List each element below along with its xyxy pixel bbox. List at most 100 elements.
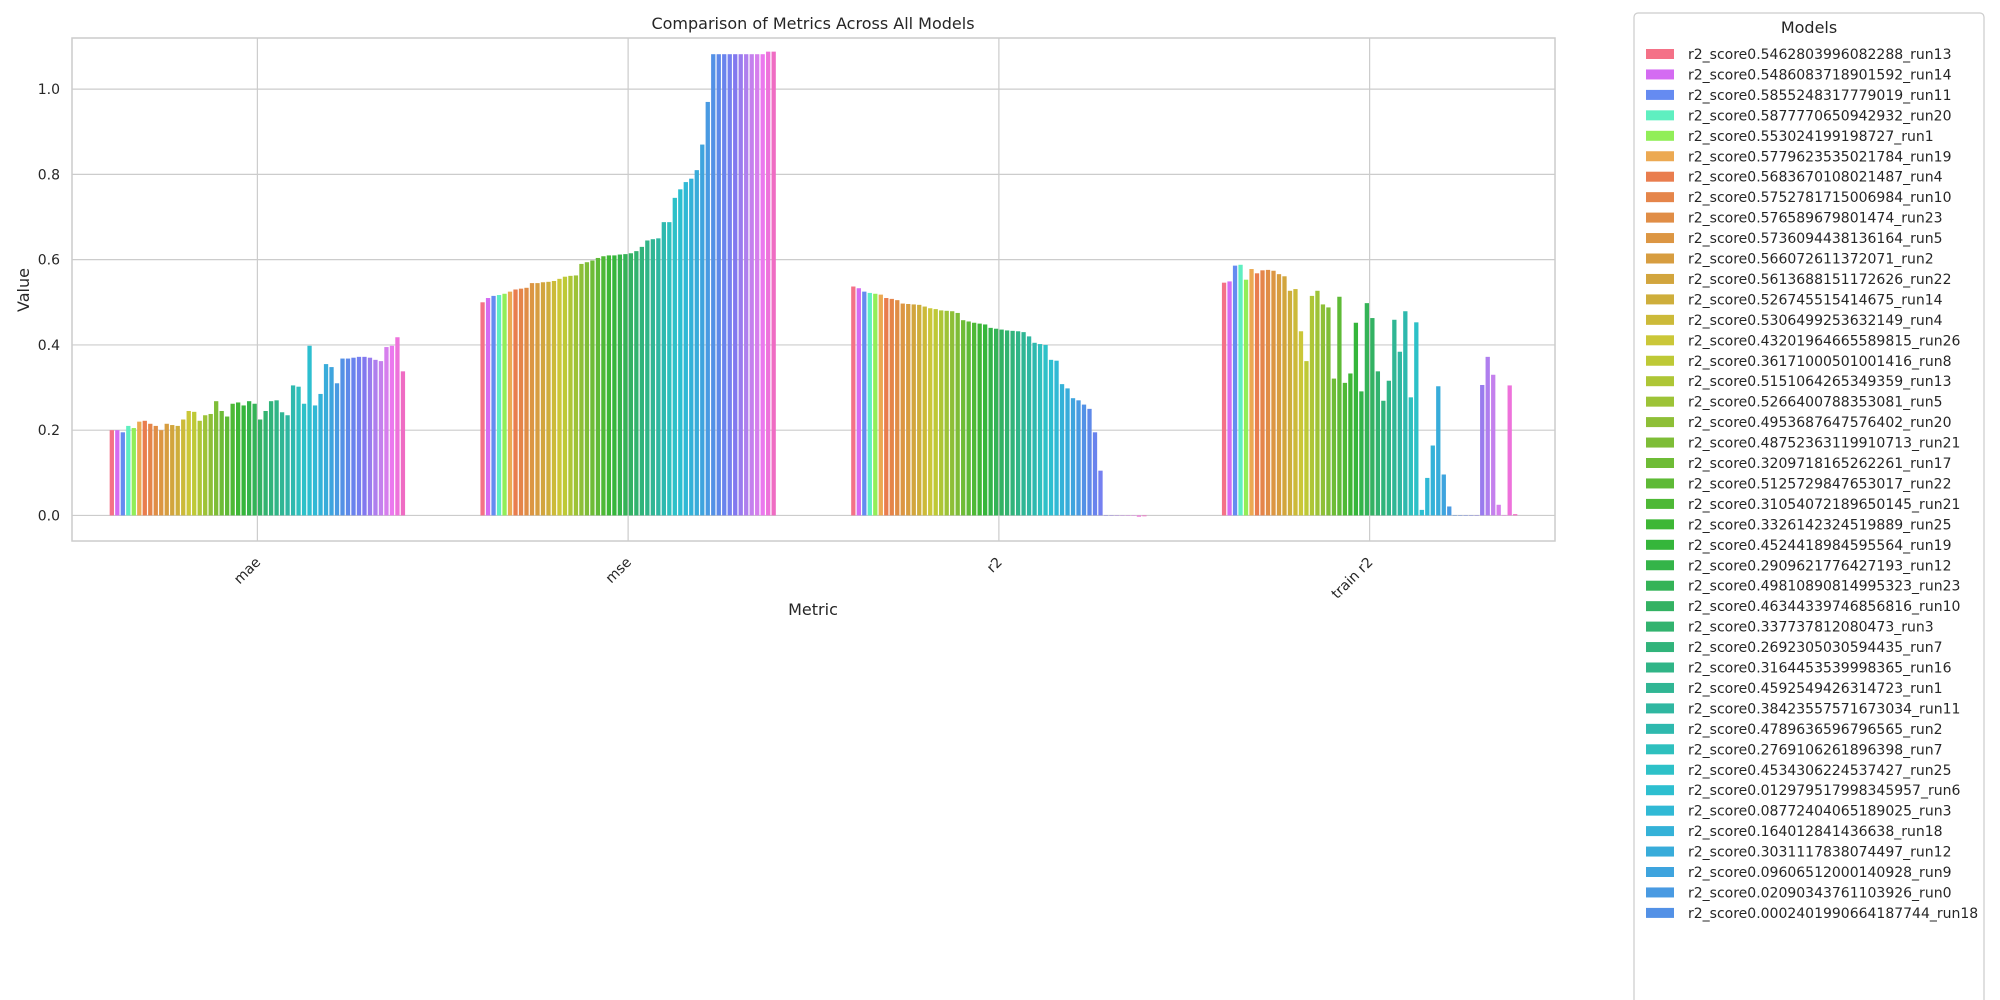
bar bbox=[738, 54, 743, 516]
bar bbox=[601, 256, 606, 516]
bar bbox=[617, 254, 623, 516]
bar bbox=[727, 54, 732, 516]
bar bbox=[373, 359, 378, 516]
bar bbox=[1309, 295, 1315, 516]
x-tick-label: r2 bbox=[984, 555, 1006, 577]
bar bbox=[922, 306, 927, 516]
bar bbox=[1436, 386, 1441, 516]
legend-entry: r2_score0.5683670108021487_run4 bbox=[1688, 170, 1943, 186]
bar bbox=[623, 254, 628, 516]
bar bbox=[1054, 360, 1059, 516]
bar bbox=[639, 246, 645, 516]
bar bbox=[164, 423, 169, 516]
bar bbox=[290, 385, 296, 516]
legend-swatch bbox=[1646, 437, 1674, 448]
bar bbox=[252, 403, 257, 516]
bar bbox=[672, 197, 677, 516]
legend-swatch bbox=[1646, 703, 1674, 714]
legend-swatch bbox=[1646, 417, 1674, 428]
bar bbox=[966, 321, 971, 516]
bar bbox=[197, 420, 202, 516]
bar bbox=[628, 253, 634, 516]
bar bbox=[268, 401, 274, 516]
bar bbox=[595, 257, 601, 516]
bar bbox=[744, 54, 749, 516]
bar bbox=[1293, 289, 1298, 516]
legend: Models r2_score0.5462803996082288_run13 r2… bbox=[1633, 12, 1985, 1000]
bar bbox=[722, 54, 727, 516]
legend-swatch bbox=[1646, 233, 1674, 244]
legend-entry: r2_score0.2692305030594435_run7 bbox=[1688, 640, 1943, 656]
legend-swatch bbox=[1646, 212, 1674, 223]
legend-swatch bbox=[1646, 376, 1674, 387]
plot-area: 0.0 0.2 0.4 0.6 0.8 1.0 mae mse r2 train r2 bbox=[38, 37, 1556, 602]
bar bbox=[1026, 336, 1032, 516]
legend-swatch bbox=[1646, 519, 1674, 530]
bar bbox=[694, 170, 699, 516]
bar bbox=[1375, 371, 1381, 516]
bar bbox=[711, 54, 716, 516]
legend-swatch bbox=[1646, 89, 1674, 100]
legend-swatch bbox=[1646, 539, 1674, 550]
bar bbox=[1271, 270, 1276, 516]
legend-entry: r2_score0.3209718165262261_run17 bbox=[1688, 456, 1951, 472]
bar bbox=[1249, 269, 1254, 516]
bar bbox=[236, 402, 241, 516]
bar bbox=[562, 276, 568, 516]
bar bbox=[192, 411, 197, 516]
bar bbox=[579, 263, 584, 516]
bar bbox=[1015, 331, 1021, 516]
bar bbox=[307, 345, 312, 516]
legend-entry: r2_score0.4592549426314723_run1 bbox=[1688, 681, 1943, 697]
bar bbox=[208, 413, 213, 516]
bar bbox=[568, 275, 573, 516]
legend-swatch bbox=[1646, 621, 1674, 632]
bar bbox=[1004, 330, 1010, 516]
bar bbox=[1081, 404, 1087, 516]
bar bbox=[856, 288, 861, 516]
bar bbox=[1397, 351, 1402, 516]
bar bbox=[1254, 273, 1260, 516]
legend-entry: r2_score0.4953687647576402_run20 bbox=[1688, 415, 1951, 431]
bar bbox=[557, 278, 562, 516]
bar bbox=[1238, 264, 1243, 516]
legend-swatch bbox=[1646, 335, 1674, 346]
bar bbox=[1353, 322, 1359, 516]
bar bbox=[279, 412, 285, 516]
bar bbox=[1491, 374, 1496, 516]
bar bbox=[203, 415, 208, 516]
bar bbox=[988, 327, 993, 516]
bar bbox=[1010, 330, 1015, 516]
bar bbox=[153, 425, 158, 516]
legend-entry: r2_score0.36171000501001416_run8 bbox=[1688, 354, 1951, 370]
bar bbox=[1403, 311, 1408, 516]
legend-entry: r2_score0.2769106261896398_run7 bbox=[1688, 742, 1943, 758]
legend-swatch bbox=[1646, 478, 1674, 489]
bar bbox=[181, 419, 186, 516]
bar bbox=[186, 410, 191, 516]
bar bbox=[1032, 342, 1037, 516]
bar bbox=[546, 281, 551, 516]
bar bbox=[131, 428, 136, 516]
bar bbox=[650, 239, 655, 516]
bar bbox=[1037, 344, 1043, 516]
bar bbox=[895, 300, 900, 516]
legend-entry: r2_score0.576589679801474_run23 bbox=[1688, 211, 1943, 227]
bar bbox=[1496, 504, 1501, 516]
legend-swatch bbox=[1646, 151, 1674, 162]
bar bbox=[634, 251, 639, 516]
bar bbox=[1304, 361, 1309, 516]
bar bbox=[993, 328, 999, 516]
bar bbox=[340, 358, 345, 516]
bar bbox=[1282, 276, 1287, 516]
bar bbox=[148, 423, 153, 516]
bar bbox=[1414, 322, 1419, 516]
bar bbox=[889, 298, 894, 516]
legend-swatch bbox=[1646, 192, 1674, 203]
x-tick-label: mae bbox=[231, 555, 264, 588]
bar bbox=[1092, 432, 1098, 516]
legend-entry: r2_score0.02090343761103926_run0 bbox=[1688, 885, 1951, 901]
legend-swatch bbox=[1646, 458, 1674, 468]
bar bbox=[972, 322, 977, 516]
bar bbox=[395, 337, 400, 516]
